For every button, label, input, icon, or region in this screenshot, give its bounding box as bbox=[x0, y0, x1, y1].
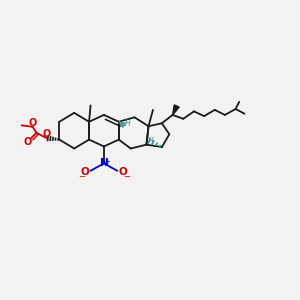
Polygon shape bbox=[172, 105, 179, 115]
Text: H: H bbox=[125, 119, 130, 128]
Text: N: N bbox=[100, 158, 108, 168]
Text: −: − bbox=[123, 172, 130, 181]
Text: H: H bbox=[148, 137, 154, 146]
Text: O: O bbox=[28, 118, 37, 128]
Text: O: O bbox=[118, 167, 127, 177]
Text: +: + bbox=[105, 159, 110, 165]
Text: O: O bbox=[81, 167, 90, 177]
Text: −: − bbox=[78, 172, 85, 181]
Text: O: O bbox=[42, 129, 51, 139]
Text: O: O bbox=[23, 137, 32, 147]
